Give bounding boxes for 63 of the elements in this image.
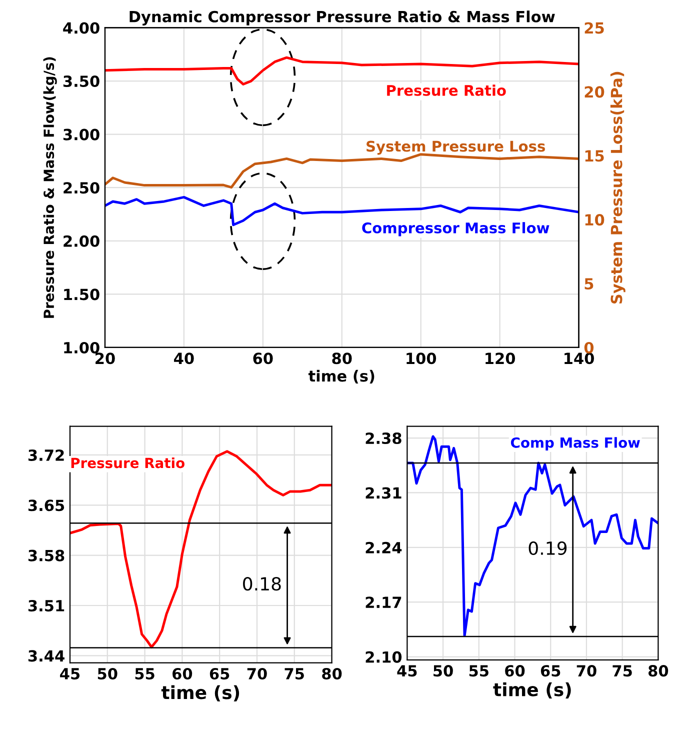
- y-tick-label: 1.00: [64, 342, 100, 354]
- text: Comp Mass Flow: [510, 437, 640, 451]
- x-tick-label: 100: [406, 352, 436, 364]
- x-tick-label: 75: [284, 668, 304, 680]
- x-axis-title: time (s): [493, 682, 571, 698]
- y2-tick-label: 10: [585, 214, 604, 226]
- y-axis-title: Pressure Ratio & Mass Flow(kg/s): [43, 57, 57, 318]
- line-series: [407, 435, 658, 637]
- y-tick-label: 2.24: [366, 542, 402, 554]
- x-tick-label: 80: [648, 665, 668, 677]
- x-tick-label: 140: [564, 352, 594, 364]
- line-series: [70, 450, 332, 648]
- x-tick-label: 60: [505, 665, 525, 677]
- series-label: Pressure Ratio: [71, 457, 184, 468]
- line-series: [104, 56, 579, 86]
- x-tick-label: 65: [210, 668, 230, 680]
- line-series: [104, 153, 579, 189]
- x-tick-label: 70: [247, 668, 267, 680]
- y2-tick-label: 25: [584, 22, 604, 34]
- y2-tick-label: 20: [584, 86, 604, 98]
- x-tick-label: 80: [332, 352, 352, 364]
- x-tick-label: 45: [60, 668, 80, 680]
- y2-tick-label: 0: [584, 342, 594, 354]
- x-tick-label: 60: [253, 352, 273, 364]
- x-tick-label: 55: [135, 668, 154, 680]
- x-tick-label: 50: [98, 668, 118, 680]
- x-tick-label: 65: [540, 665, 560, 677]
- y-tick-label: 3.58: [28, 550, 64, 562]
- annotation: 0.19: [528, 541, 567, 555]
- y-tick-label: 2.31: [366, 487, 402, 499]
- y-tick-label: 3.51: [28, 600, 64, 612]
- series-label: System Pressure Loss: [366, 140, 545, 155]
- y2-tick-label: 15: [585, 150, 604, 162]
- y2-tick-label: 5: [584, 278, 594, 290]
- annotation: 0.18: [243, 577, 281, 591]
- x-tick-label: 120: [486, 352, 516, 364]
- x-tick-label: 75: [612, 665, 632, 677]
- y2-axis-title: System Pressure Loss(kPa): [610, 72, 626, 304]
- y-tick-label: 3.50: [63, 75, 100, 88]
- y-tick-label: 3.65: [28, 500, 64, 512]
- y-tick-label: 1.50: [64, 288, 100, 300]
- y-tick-label: 2.10: [366, 651, 402, 663]
- y-tick-label: 4.00: [63, 22, 100, 34]
- series-label: Compressor Mass Flow: [362, 222, 550, 236]
- series-label: Pressure Ratio: [387, 84, 506, 96]
- x-tick-label: 55: [469, 665, 488, 677]
- x-axis-title: time (s): [308, 370, 374, 384]
- x-tick-label: 80: [322, 668, 342, 680]
- y-tick-label: 3.00: [63, 128, 100, 140]
- y-tick-label: 2.17: [366, 596, 402, 608]
- y-tick-label: 3.44: [28, 650, 64, 662]
- y-tick-label: 2.50: [64, 182, 100, 194]
- y-tick-label: 2.00: [64, 235, 100, 247]
- chart-title: Dynamic Compressor Pressure Ratio & Mass Flow: [130, 10, 555, 26]
- x-tick-label: 40: [174, 352, 194, 364]
- y-tick-label: 2.38: [366, 432, 402, 444]
- x-tick-label: 60: [172, 668, 192, 680]
- x-tick-label: 45: [397, 665, 417, 677]
- x-tick-label: 70: [576, 665, 596, 677]
- x-tick-label: 50: [434, 665, 453, 677]
- x-axis-title: time (s): [161, 685, 240, 702]
- y-tick-label: 3.72: [28, 449, 64, 462]
- x-tick-label: 20: [96, 352, 115, 364]
